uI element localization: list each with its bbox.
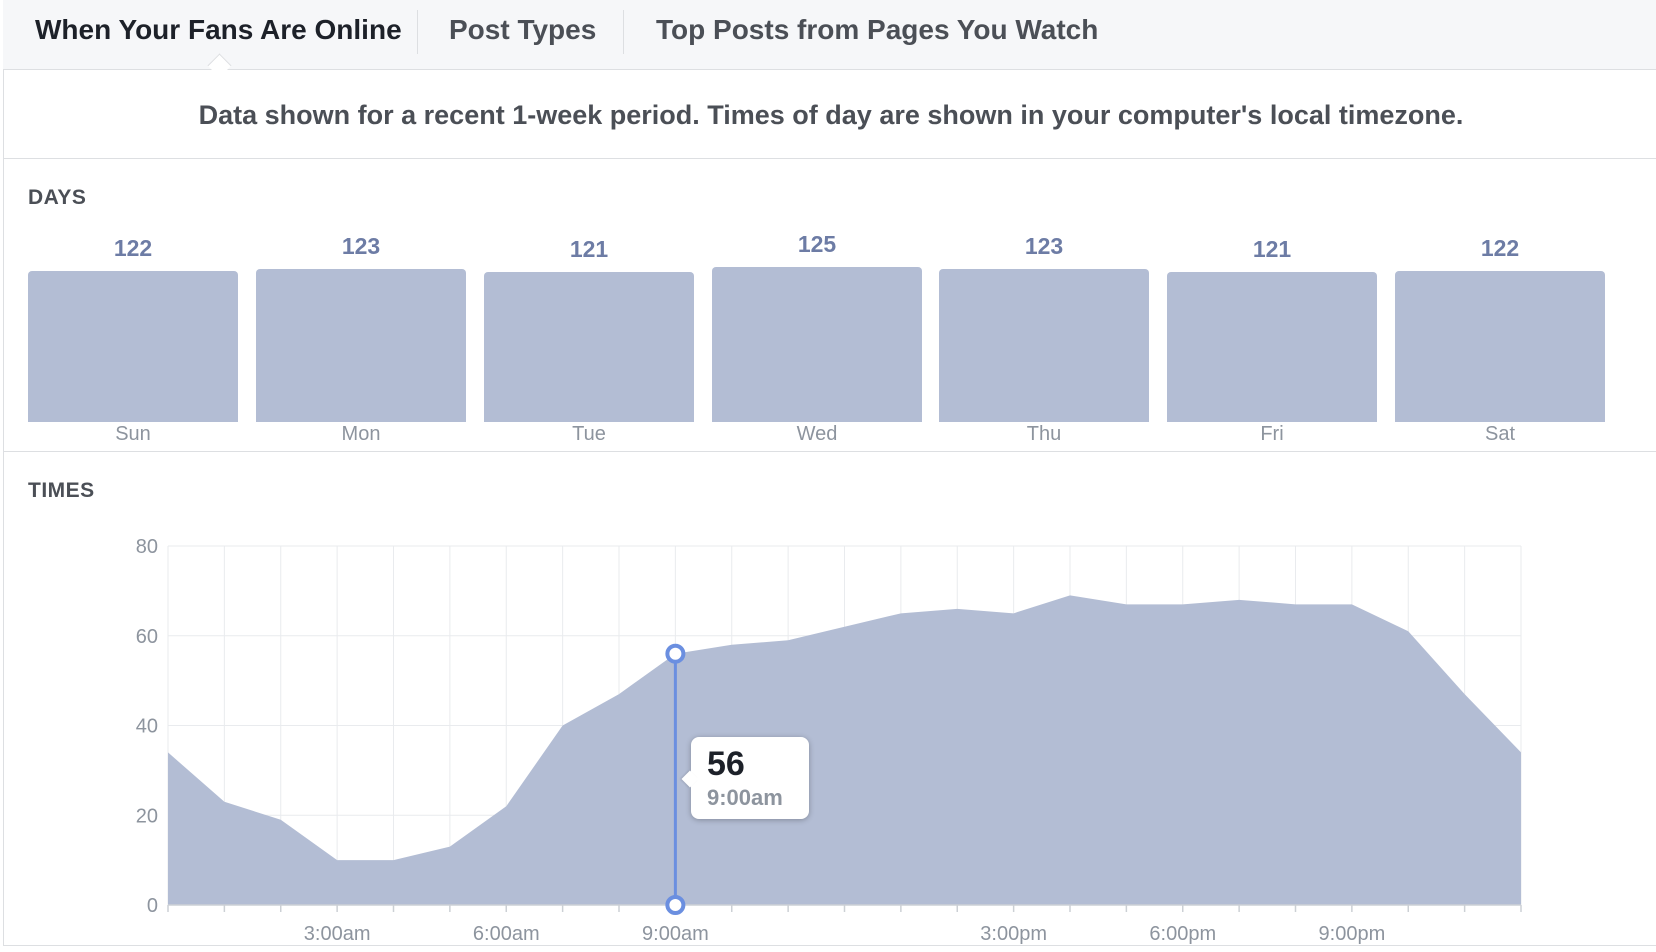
day-column-fri: 121 Fri xyxy=(1167,210,1377,455)
day-bar[interactable] xyxy=(1395,271,1605,422)
day-column-wed: 125 Wed xyxy=(712,210,922,455)
day-name-label: Mon xyxy=(341,423,381,445)
chart-tooltip: 56 9:00am xyxy=(681,737,809,819)
tab-when-fans-online[interactable]: When Your Fans Are Online xyxy=(35,14,402,45)
notice-text: Data shown for a recent 1-week period. T… xyxy=(198,100,1464,130)
day-bar[interactable] xyxy=(28,271,238,422)
tooltip-time: 9:00am xyxy=(707,785,783,810)
times-area-series xyxy=(168,595,1521,905)
day-bar[interactable] xyxy=(484,272,694,422)
day-column-tue: 121 Tue xyxy=(484,210,694,455)
x-tick-label: 6:00am xyxy=(473,923,540,945)
tab-separator xyxy=(623,10,624,54)
day-name-label: Fri xyxy=(1260,423,1284,445)
day-value-label: 125 xyxy=(797,231,837,257)
day-name-label: Tue xyxy=(572,423,606,445)
section-divider xyxy=(4,451,1656,452)
highlight-base-point xyxy=(665,895,686,915)
day-column-sat: 122 Sat xyxy=(1395,210,1605,455)
day-bar[interactable] xyxy=(939,269,1149,422)
x-tick-label: 3:00pm xyxy=(980,923,1047,945)
tab-top-posts-pages-you-watch[interactable]: Top Posts from Pages You Watch xyxy=(656,14,1099,45)
times-section-title: TIMES xyxy=(28,479,95,502)
tab-bar: When Your Fans Are Online Post Types Top… xyxy=(3,0,1656,78)
x-tick-label: 9:00pm xyxy=(1319,923,1386,945)
y-tick-label: 0 xyxy=(147,895,158,917)
tooltip-value: 56 xyxy=(707,745,745,783)
insights-panel xyxy=(3,0,1656,946)
day-bar[interactable] xyxy=(256,269,466,422)
y-tick-label: 20 xyxy=(136,805,158,827)
day-value-label: 122 xyxy=(113,235,153,261)
day-column-thu: 123 Thu xyxy=(939,210,1149,455)
tab-post-types[interactable]: Post Types xyxy=(449,14,597,45)
day-name-label: Wed xyxy=(796,423,838,445)
day-value-label: 123 xyxy=(341,233,381,259)
day-name-label: Thu xyxy=(1026,423,1062,445)
highlight-point xyxy=(665,643,686,664)
day-bar[interactable] xyxy=(1167,272,1377,422)
day-column-sun: 122 Sun xyxy=(28,210,238,455)
x-tick-label: 9:00am xyxy=(642,923,709,945)
day-column-mon: 123 Mon xyxy=(256,210,466,455)
day-name-label: Sat xyxy=(1484,423,1516,445)
day-value-label: 123 xyxy=(1024,233,1064,259)
x-tick-label: 6:00pm xyxy=(1149,923,1216,945)
day-value-label: 121 xyxy=(569,236,609,262)
day-bar[interactable] xyxy=(712,267,922,422)
day-value-label: 121 xyxy=(1252,236,1292,262)
days-section-title: DAYS xyxy=(28,186,87,209)
day-value-label: 122 xyxy=(1480,235,1520,261)
times-area-chart: 0 20 40 60 80 3:00am 6:00am 9:00am 3:00pm 6:00pm 9… xyxy=(136,536,1522,945)
x-tick-label: 3:00am xyxy=(304,923,371,945)
day-name-label: Sun xyxy=(115,423,151,445)
y-tick-label: 40 xyxy=(136,716,158,738)
y-tick-label: 80 xyxy=(136,536,158,558)
y-tick-label: 60 xyxy=(136,626,158,648)
notice-bar: Data shown for a recent 1-week period. T… xyxy=(4,70,1656,159)
tab-separator xyxy=(417,10,418,54)
